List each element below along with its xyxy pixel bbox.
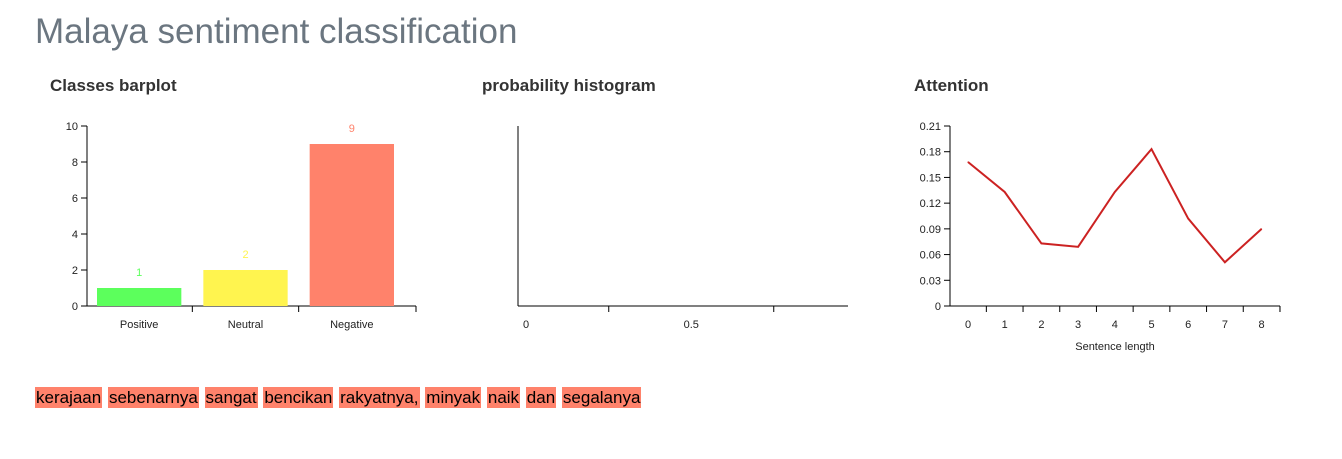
attention-x-tick-label: 7 <box>1222 319 1228 331</box>
attention-point <box>1004 191 1006 193</box>
histogram-x-tick-label: 0.5 <box>684 319 699 331</box>
attention-x-tick-label: 2 <box>1038 319 1044 331</box>
attention-x-tick-label: 8 <box>1259 319 1265 331</box>
bar-value-label: 1 <box>136 267 142 279</box>
attention-y-tick-label: 0.06 <box>920 250 941 262</box>
attention-y-tick-label: 0 <box>935 301 941 313</box>
sentence-word: bencikan <box>263 387 334 408</box>
bar-negative <box>309 144 394 306</box>
sentence-word: kerajaan <box>35 387 103 408</box>
attention-x-tick-label: 3 <box>1075 319 1081 331</box>
attention-y-tick-label: 0.18 <box>920 147 941 159</box>
barplot-y-tick-label: 8 <box>72 157 78 169</box>
attention-y-tick-label: 0.21 <box>920 121 941 133</box>
attention-y-tick-label: 0.15 <box>920 172 941 184</box>
sentence-highlight: kerajaan sebenarnya sangat bencikan raky… <box>35 387 642 408</box>
sentence-word: sangat <box>204 387 258 408</box>
barplot-x-tick-label: Positive <box>120 319 159 331</box>
sentence-word: minyak <box>425 387 482 408</box>
attention-line-chart: 0 0.03 0.06 0.09 0.12 0.15 0.18 0.21 0 1 2 3 4 5 6 7 8 Se… <box>920 121 1281 353</box>
barplot-y-tick-label: 10 <box>66 121 78 133</box>
attention-y-tick-label: 0.12 <box>920 198 941 210</box>
attention-x-tick-label: 4 <box>1112 319 1118 331</box>
barplot-y-tick-label: 6 <box>72 193 78 205</box>
attention-point <box>1077 246 1079 248</box>
sentence-word: naik <box>486 387 521 408</box>
bar-value-label: 2 <box>242 249 248 261</box>
attention-point <box>1114 191 1116 193</box>
attention-point <box>1261 228 1263 230</box>
attention-point <box>967 161 969 163</box>
attention-point <box>1040 242 1042 244</box>
attention-x-tick-label: 5 <box>1148 319 1154 331</box>
bar-positive <box>97 288 182 306</box>
attention-x-tick-label: 6 <box>1185 319 1191 331</box>
attention-x-tick-label: 1 <box>1002 319 1008 331</box>
sentence-word: segalanya <box>561 387 642 408</box>
barplot-x-tick-label: Neutral <box>228 319 263 331</box>
page-title: Malaya sentiment classification <box>35 12 518 51</box>
histogram-x-tick-label: 0 <box>523 319 529 331</box>
barplot-y-tick-label: 4 <box>72 229 78 241</box>
attention-x-tick-label: 0 <box>965 319 971 331</box>
bar-neutral <box>203 270 288 306</box>
attention-x-axis-label: Sentence length <box>1075 341 1155 353</box>
attention-point <box>1151 148 1152 150</box>
attention-point <box>1224 261 1226 263</box>
attention-point <box>1187 218 1189 220</box>
histogram-title: probability histogram <box>482 76 656 95</box>
sentence-word: sebenarnya <box>107 387 199 408</box>
attention-y-tick-label: 0.09 <box>920 224 941 236</box>
attention-title: Attention <box>914 76 989 95</box>
attention-series-line <box>967 147 1263 264</box>
sentence-word: dan <box>525 387 557 408</box>
classes-barplot: 0 2 4 6 8 10 1 Positive 2 Neutral 9 Negative <box>66 121 417 331</box>
attention-y-tick-label: 0.03 <box>920 275 941 287</box>
barplot-y-tick-label: 0 <box>72 301 78 313</box>
barplot-title: Classes barplot <box>50 76 177 95</box>
barplot-y-tick-label: 2 <box>72 265 78 277</box>
probability-histogram: 0 0.5 <box>517 126 848 331</box>
sentence-word: rakyatnya, <box>339 387 420 408</box>
bar-value-label: 9 <box>349 123 355 135</box>
barplot-x-tick-label: Negative <box>330 319 373 331</box>
